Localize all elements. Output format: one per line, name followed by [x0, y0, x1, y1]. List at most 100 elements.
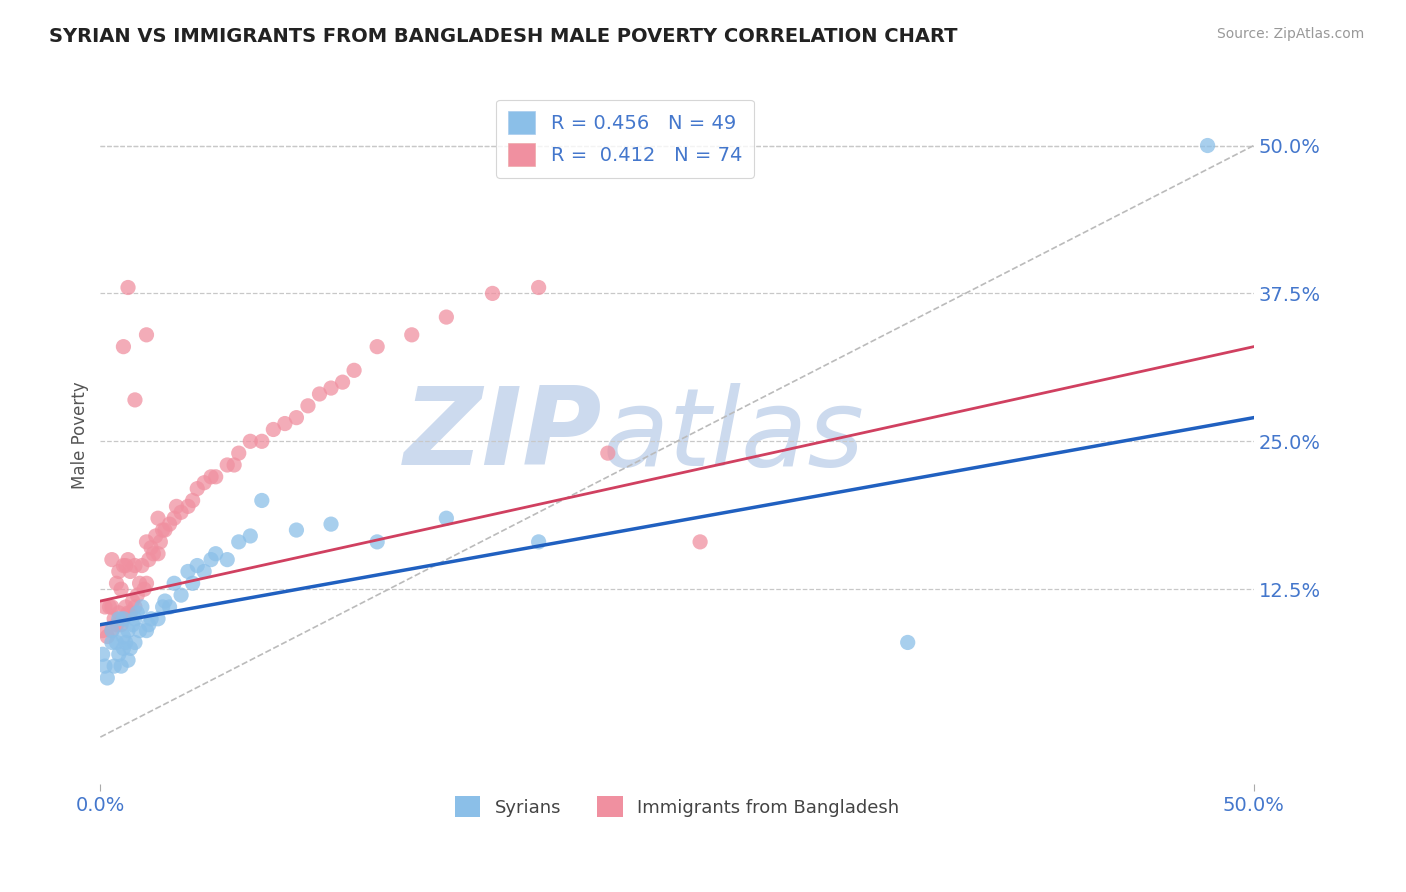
Point	[153, 523, 176, 537]
Point	[112, 558, 135, 573]
Point	[112, 340, 135, 354]
Point	[101, 624, 124, 638]
Point	[163, 576, 186, 591]
Point	[434, 310, 457, 324]
Point	[297, 399, 319, 413]
Point	[596, 446, 619, 460]
Point	[139, 612, 162, 626]
Point	[146, 547, 169, 561]
Point	[96, 671, 118, 685]
Point	[127, 588, 149, 602]
Point	[228, 446, 250, 460]
Point	[117, 624, 139, 638]
Point	[131, 599, 153, 614]
Point	[120, 641, 142, 656]
Point	[332, 375, 354, 389]
Text: ZIP: ZIP	[404, 383, 602, 489]
Point	[170, 588, 193, 602]
Point	[112, 612, 135, 626]
Point	[481, 286, 503, 301]
Point	[114, 558, 136, 573]
Point	[224, 458, 246, 472]
Point	[186, 558, 208, 573]
Point	[193, 565, 215, 579]
Point	[138, 617, 160, 632]
Text: atlas: atlas	[602, 383, 863, 488]
Point	[138, 552, 160, 566]
Point	[131, 558, 153, 573]
Point	[124, 635, 146, 649]
Point	[114, 599, 136, 614]
Point	[145, 529, 167, 543]
Point	[120, 606, 142, 620]
Point	[107, 606, 129, 620]
Point	[101, 599, 124, 614]
Point	[159, 517, 181, 532]
Point	[124, 612, 146, 626]
Point	[181, 576, 204, 591]
Point	[239, 434, 262, 449]
Point	[250, 493, 273, 508]
Point	[135, 624, 157, 638]
Point	[112, 641, 135, 656]
Point	[152, 599, 174, 614]
Point	[308, 387, 330, 401]
Point	[1197, 138, 1219, 153]
Point	[91, 647, 114, 661]
Point	[170, 505, 193, 519]
Point	[689, 534, 711, 549]
Point	[105, 576, 128, 591]
Point	[177, 565, 200, 579]
Point	[128, 624, 150, 638]
Point	[124, 599, 146, 614]
Point	[91, 624, 114, 638]
Legend: Syrians, Immigrants from Bangladesh: Syrians, Immigrants from Bangladesh	[447, 789, 907, 824]
Point	[124, 392, 146, 407]
Point	[200, 470, 222, 484]
Point	[112, 630, 135, 644]
Point	[128, 576, 150, 591]
Point	[159, 599, 181, 614]
Point	[897, 635, 920, 649]
Point	[250, 434, 273, 449]
Point	[117, 552, 139, 566]
Point	[319, 381, 342, 395]
Point	[366, 534, 388, 549]
Point	[114, 635, 136, 649]
Point	[228, 534, 250, 549]
Point	[142, 547, 165, 561]
Point	[527, 534, 550, 549]
Point	[193, 475, 215, 490]
Point	[163, 511, 186, 525]
Point	[434, 511, 457, 525]
Point	[152, 523, 174, 537]
Point	[204, 470, 226, 484]
Point	[105, 635, 128, 649]
Point	[146, 511, 169, 525]
Point	[101, 552, 124, 566]
Point	[274, 417, 297, 431]
Point	[107, 565, 129, 579]
Point	[204, 547, 226, 561]
Point	[135, 576, 157, 591]
Point	[139, 541, 162, 555]
Point	[121, 617, 143, 632]
Point	[134, 582, 156, 597]
Point	[117, 280, 139, 294]
Point	[262, 422, 284, 436]
Point	[117, 606, 139, 620]
Text: Source: ZipAtlas.com: Source: ZipAtlas.com	[1216, 27, 1364, 41]
Point	[149, 534, 172, 549]
Point	[94, 659, 117, 673]
Point	[200, 552, 222, 566]
Point	[110, 659, 132, 673]
Point	[121, 594, 143, 608]
Point	[527, 280, 550, 294]
Point	[177, 500, 200, 514]
Point	[120, 565, 142, 579]
Point	[94, 599, 117, 614]
Point	[105, 617, 128, 632]
Point	[186, 482, 208, 496]
Point	[103, 659, 125, 673]
Y-axis label: Male Poverty: Male Poverty	[72, 382, 89, 489]
